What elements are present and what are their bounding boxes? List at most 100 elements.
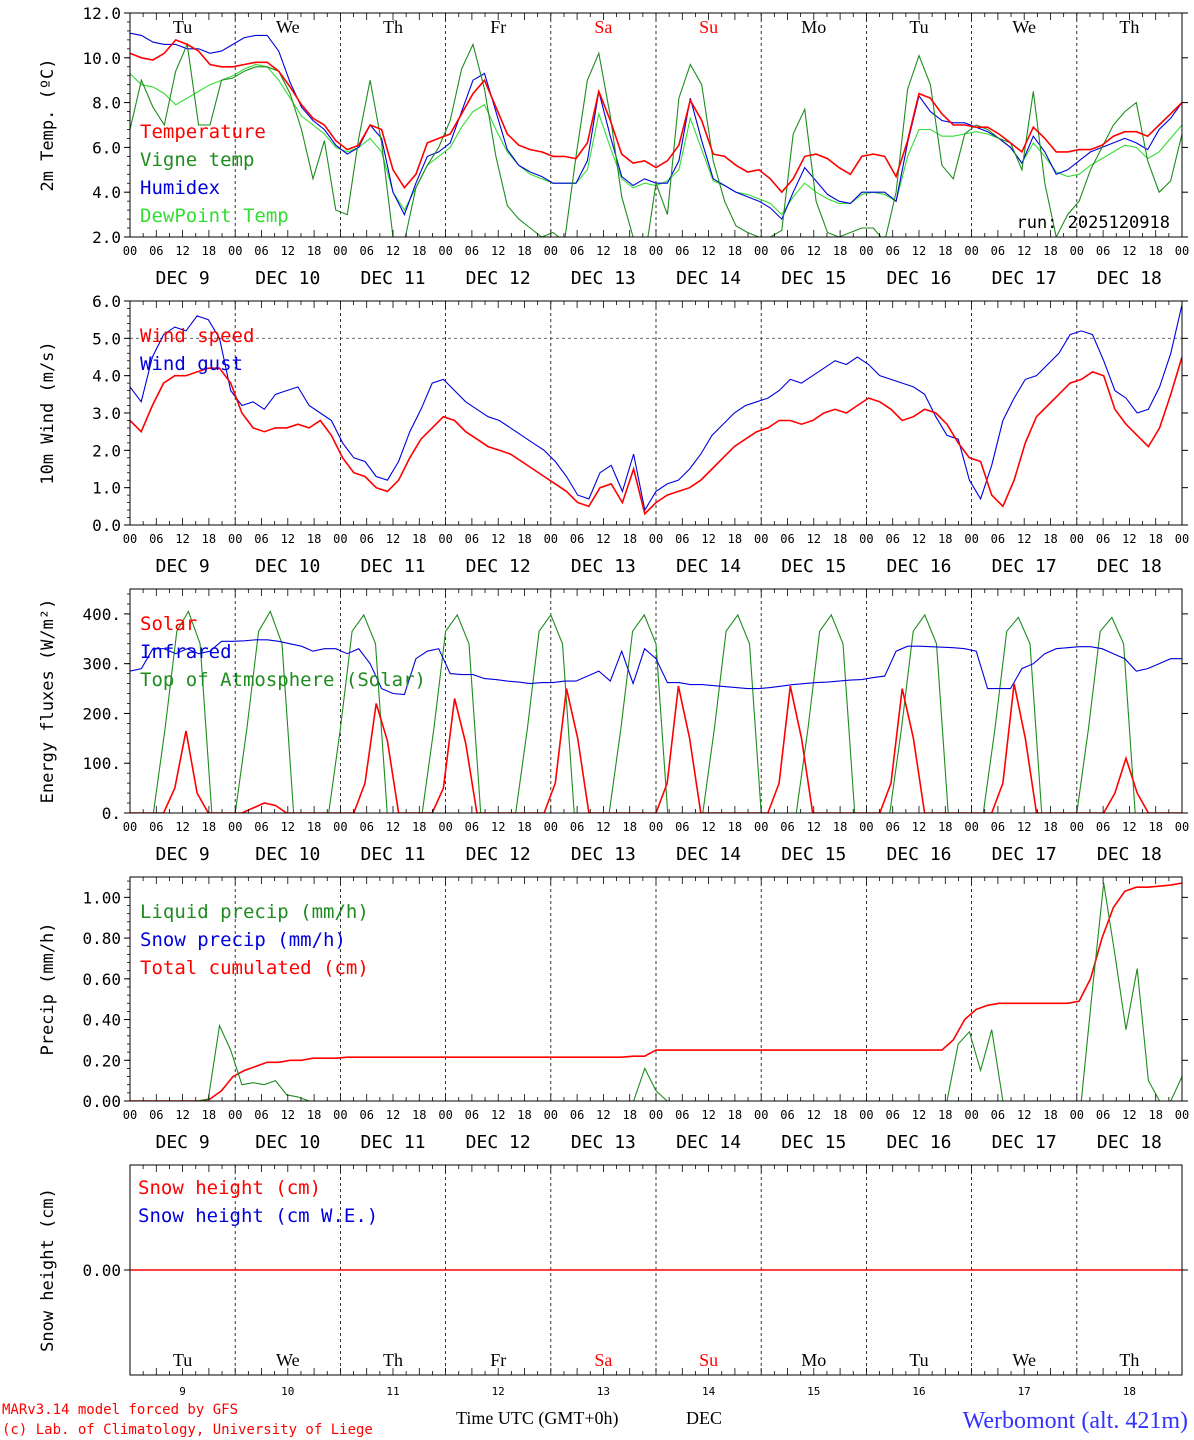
x-hour-label: 06 bbox=[359, 820, 373, 834]
x-hour-label: 06 bbox=[465, 532, 479, 546]
footer-model-line: MARv3.14 model forced by GFS bbox=[2, 1402, 238, 1418]
x-hour-label: 18 bbox=[412, 1108, 426, 1122]
x-hour-label: 00 bbox=[123, 1108, 137, 1122]
x-hour-label: 18 bbox=[202, 820, 216, 834]
day-abbr-label: Sa bbox=[594, 17, 612, 37]
series-line-temperature bbox=[130, 38, 1182, 194]
x-hour-label: 12 bbox=[596, 244, 610, 258]
x-hour-label: 18 bbox=[938, 820, 952, 834]
x-hour-label: 00 bbox=[228, 244, 242, 258]
legend-temperature: Temperature bbox=[140, 121, 266, 143]
x-date-label: DEC 12 bbox=[466, 556, 531, 577]
x-date-label: DEC 17 bbox=[992, 268, 1057, 289]
series-line-total-cumulated-cm- bbox=[130, 882, 1182, 1101]
x-hour-label: 12 bbox=[386, 1108, 400, 1122]
x-hour-label: 00 bbox=[859, 532, 873, 546]
x-hour-label: 06 bbox=[885, 1108, 899, 1122]
y-tick-label: 4.0 bbox=[92, 183, 121, 202]
x-hour-label: 18 bbox=[517, 1108, 531, 1122]
x-date-label: DEC 17 bbox=[992, 556, 1057, 577]
x-hour-label: 06 bbox=[254, 820, 268, 834]
day-abbr-label: Th bbox=[1119, 17, 1139, 37]
y-tick-label: 2.0 bbox=[92, 228, 121, 247]
legend-total-cumulated-cm-: Total cumulated (cm) bbox=[140, 957, 369, 979]
y-tick-label: 0.80 bbox=[82, 929, 121, 948]
x-hour-label: 12 bbox=[807, 244, 821, 258]
x-hour-label: 18 bbox=[1148, 1108, 1162, 1122]
x-hour-label: 18 bbox=[307, 1108, 321, 1122]
day-abbr-label: We bbox=[1012, 1350, 1036, 1370]
x-hour-label: 06 bbox=[991, 244, 1005, 258]
legend-dewpoint-temp: DewPoint Temp bbox=[140, 205, 289, 227]
x-hour-label: 18 bbox=[202, 1108, 216, 1122]
x-hour-label: 12 bbox=[912, 532, 926, 546]
day-abbr-label: Tu bbox=[909, 17, 928, 37]
x-hour-label: 00 bbox=[1070, 820, 1084, 834]
x-hour-label: 00 bbox=[333, 1108, 347, 1122]
x-date-label: DEC 10 bbox=[255, 1132, 320, 1153]
y-axis-label: 2m Temp. (ºC) bbox=[38, 58, 58, 191]
x-hour-label: 00 bbox=[544, 532, 558, 546]
x-hour-label: 12 bbox=[491, 532, 505, 546]
x-hour-label: 06 bbox=[465, 820, 479, 834]
day-number-label: 18 bbox=[1123, 1385, 1136, 1398]
x-hour-label: 00 bbox=[1070, 1108, 1084, 1122]
x-hour-label: 00 bbox=[1070, 244, 1084, 258]
x-hour-label: 06 bbox=[359, 532, 373, 546]
x-hour-label: 00 bbox=[754, 244, 768, 258]
day-abbr-label: Fr bbox=[490, 17, 506, 37]
x-hour-label: 00 bbox=[544, 244, 558, 258]
x-hour-label: 12 bbox=[281, 244, 295, 258]
x-hour-label: 12 bbox=[596, 1108, 610, 1122]
x-hour-label: 18 bbox=[728, 820, 742, 834]
series-layer bbox=[130, 32, 1182, 1271]
text-layer: 2.0 4.0 6.0 8.0 10.0 12.0 2m Temp. (ºC) 00 06 12 1… bbox=[38, 4, 1189, 1398]
series-line-liquid-precip-mm-h- bbox=[130, 883, 1182, 1101]
x-hour-label: 18 bbox=[202, 532, 216, 546]
x-hour-label: 00 bbox=[754, 532, 768, 546]
x-hour-label: 06 bbox=[675, 532, 689, 546]
x-hour-label: 18 bbox=[833, 244, 847, 258]
x-hour-label: 00 bbox=[333, 532, 347, 546]
day-number-label: 10 bbox=[281, 1385, 294, 1398]
x-hour-label: 00 bbox=[228, 1108, 242, 1122]
x-hour-label: 00 bbox=[333, 820, 347, 834]
x-hour-label: 06 bbox=[465, 244, 479, 258]
x-hour-label: 12 bbox=[175, 820, 189, 834]
x-hour-label: 18 bbox=[728, 1108, 742, 1122]
y-tick-label: 0.00 bbox=[82, 1092, 121, 1111]
x-hour-label: 12 bbox=[386, 244, 400, 258]
x-hour-label: 00 bbox=[438, 1108, 452, 1122]
x-date-label: DEC 13 bbox=[571, 556, 636, 577]
day-abbr-label: We bbox=[276, 1350, 300, 1370]
x-hour-label: 06 bbox=[359, 244, 373, 258]
x-hour-label: 18 bbox=[728, 532, 742, 546]
x-hour-label: 12 bbox=[1017, 532, 1031, 546]
x-hour-label: 06 bbox=[991, 1108, 1005, 1122]
x-hour-label: 12 bbox=[596, 820, 610, 834]
x-date-label: DEC 14 bbox=[676, 1132, 741, 1153]
x-date-label: DEC 12 bbox=[466, 844, 531, 865]
legend-humidex: Humidex bbox=[140, 177, 220, 199]
x-hour-label: 00 bbox=[123, 244, 137, 258]
x-hour-label: 00 bbox=[754, 820, 768, 834]
y-axis-label: Precip (mm/h) bbox=[38, 922, 58, 1055]
x-hour-label: 00 bbox=[964, 1108, 978, 1122]
x-hour-label: 12 bbox=[807, 820, 821, 834]
x-hour-label: 06 bbox=[570, 820, 584, 834]
x-date-label: DEC 15 bbox=[781, 1132, 846, 1153]
y-axis-label: Energy fluxes (W/m²) bbox=[38, 599, 58, 804]
x-date-label: DEC 16 bbox=[886, 556, 951, 577]
y-tick-label: 6.0 bbox=[92, 292, 121, 311]
y-tick-label: 200. bbox=[82, 704, 121, 723]
x-date-label: DEC 11 bbox=[360, 1132, 425, 1153]
x-hour-label: 06 bbox=[149, 244, 163, 258]
day-abbr-label: We bbox=[1012, 17, 1036, 37]
x-hour-label: 06 bbox=[991, 532, 1005, 546]
legend-snow-height-cm-: Snow height (cm) bbox=[138, 1177, 321, 1199]
x-date-label: DEC 15 bbox=[781, 844, 846, 865]
x-hour-label: 06 bbox=[570, 532, 584, 546]
series-line-vigne-temp bbox=[130, 42, 1182, 237]
x-hour-label: 12 bbox=[1122, 244, 1136, 258]
day-abbr-label: Mo bbox=[801, 17, 826, 37]
